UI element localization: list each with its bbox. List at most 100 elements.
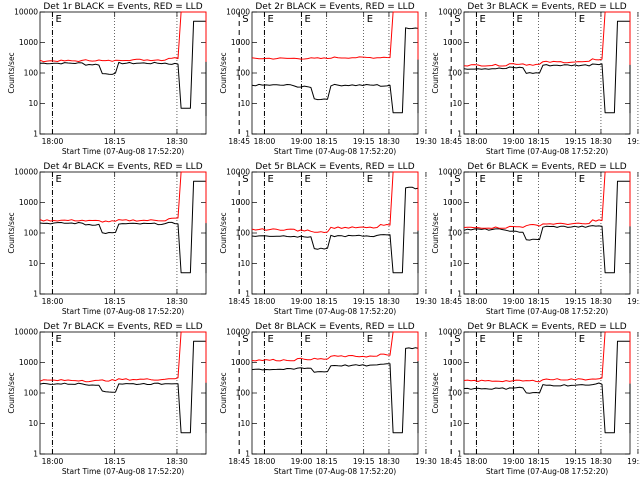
panel-title: Det 1r BLACK = Events, RED = LLD [43,2,202,12]
x-tick-label: 19:30 [415,137,437,146]
x-tick-label: 18:15 [316,137,338,146]
y-tick-label: 1000 [231,198,250,207]
plot-frame [251,171,419,295]
lld-series-line [251,331,419,362]
y-axis-label: Counts/sec [219,372,228,413]
panel-8: Det 8r BLACK = Events, RED = LLD 1 10 100 10… [219,322,640,476]
x-tick-label: 19:30 [627,137,640,146]
marker-label: E [479,334,485,345]
y-tick-label: 100 [448,69,463,78]
y-tick-label: 10000 [226,168,250,177]
marker-label: E [579,334,585,345]
marker-label: E [267,334,273,345]
x-tick-label: 18:00 [466,137,488,146]
x-tick-label: 19:15 [565,457,587,466]
panel-2: Det 2r BLACK = Events, RED = LLD 1 10 100 10… [219,2,640,156]
lld-series-line [251,11,419,60]
marker-label: S [242,334,248,345]
x-tick-label: 18:45 [228,137,250,146]
x-tick-label: 19:30 [415,297,437,306]
events-series-line [251,347,419,434]
y-tick-label: 10000 [14,8,38,17]
y-tick-label: 1000 [443,198,462,207]
plot-frame [251,331,419,455]
x-tick-label: 18:15 [528,137,550,146]
x-tick-label: 19:15 [565,297,587,306]
panel-title: Det 9r BLACK = Events, RED = LLD [467,322,626,332]
y-tick-label: 1000 [231,358,250,367]
y-axis-label: Counts/sec [219,212,228,253]
x-tick-label: 19:15 [353,137,375,146]
x-tick-label: 19:00 [503,137,525,146]
y-tick-label: 10000 [14,328,38,337]
y-tick-label: 10000 [438,8,462,17]
marker-label: E [55,334,61,345]
marker-label: S [454,334,460,345]
y-tick-label: 10 [240,259,250,268]
y-tick-label: 100 [236,389,251,398]
y-tick-label: 10000 [226,328,250,337]
y-tick-label: 10 [240,99,250,108]
y-axis-label: Counts/sec [219,52,228,93]
x-tick-label: 18:15 [528,457,550,466]
x-tick-label: 19:00 [291,137,313,146]
events-series-line [39,340,207,434]
y-tick-label: 1000 [443,358,462,367]
y-tick-label: 1 [33,450,38,459]
marker-label: E [516,334,522,345]
x-tick-label: 19:00 [291,457,313,466]
y-tick-label: 10000 [438,168,462,177]
x-tick-label: 19:15 [353,297,375,306]
panel-4: Det 4r BLACK = Events, RED = LLD 1 10 100 10… [7,162,437,316]
marker-label: E [55,174,61,185]
x-tick-label: 19:30 [627,297,640,306]
plot-frame [463,171,631,295]
panel-title: Det 8r BLACK = Events, RED = LLD [255,322,414,332]
lld-series-line [39,331,207,383]
panel-7: Det 7r BLACK = Events, RED = LLD 1 10 100 10… [7,322,437,476]
y-tick-label: 100 [24,389,39,398]
x-tick-label: 18:30 [166,297,188,306]
events-series-line [463,20,631,114]
x-tick-label: 18:30 [166,457,188,466]
lld-series-line [463,331,631,384]
marker-label: E [367,334,373,345]
y-tick-label: 10000 [226,8,250,17]
y-tick-label: 10000 [14,168,38,177]
y-tick-label: 10 [28,419,38,428]
y-tick-label: 100 [24,229,39,238]
x-tick-label: 18:30 [590,297,612,306]
x-tick-label: 18:15 [104,457,126,466]
x-tick-label: 18:00 [254,137,276,146]
x-tick-label: 18:30 [590,457,612,466]
x-tick-label: 18:45 [228,297,250,306]
y-tick-label: 1000 [443,38,462,47]
panel-title: Det 7r BLACK = Events, RED = LLD [43,322,202,332]
x-axis-label: Start Time (07-Aug-08 17:52:20) [274,467,396,476]
y-tick-label: 1 [457,130,462,139]
y-tick-label: 1 [245,450,250,459]
y-axis-label: Counts/sec [431,52,440,93]
y-tick-label: 1 [457,290,462,299]
panel-title: Det 6r BLACK = Events, RED = LLD [467,162,626,172]
marker-label: S [242,14,248,25]
x-tick-label: 18:45 [228,457,250,466]
events-series-line [251,186,419,274]
y-tick-label: 10 [452,419,462,428]
panel-title: Det 3r BLACK = Events, RED = LLD [467,2,626,12]
x-tick-label: 19:00 [503,457,525,466]
marker-label: E [479,14,485,25]
x-tick-label: 19:30 [627,457,640,466]
panel-6: Det 6r BLACK = Events, RED = LLD 1 10 100 10… [431,162,631,316]
y-tick-label: 100 [448,229,463,238]
x-tick-label: 18:15 [316,457,338,466]
x-tick-label: 18:30 [378,297,400,306]
events-series-line [39,180,207,274]
x-axis-label: Start Time (07-Aug-08 17:52:20) [486,307,608,316]
y-tick-label: 100 [236,69,251,78]
marker-label: E [304,14,310,25]
plot-frame [251,11,419,135]
panel-title: Det 2r BLACK = Events, RED = LLD [255,2,414,12]
x-tick-label: 18:00 [42,457,64,466]
